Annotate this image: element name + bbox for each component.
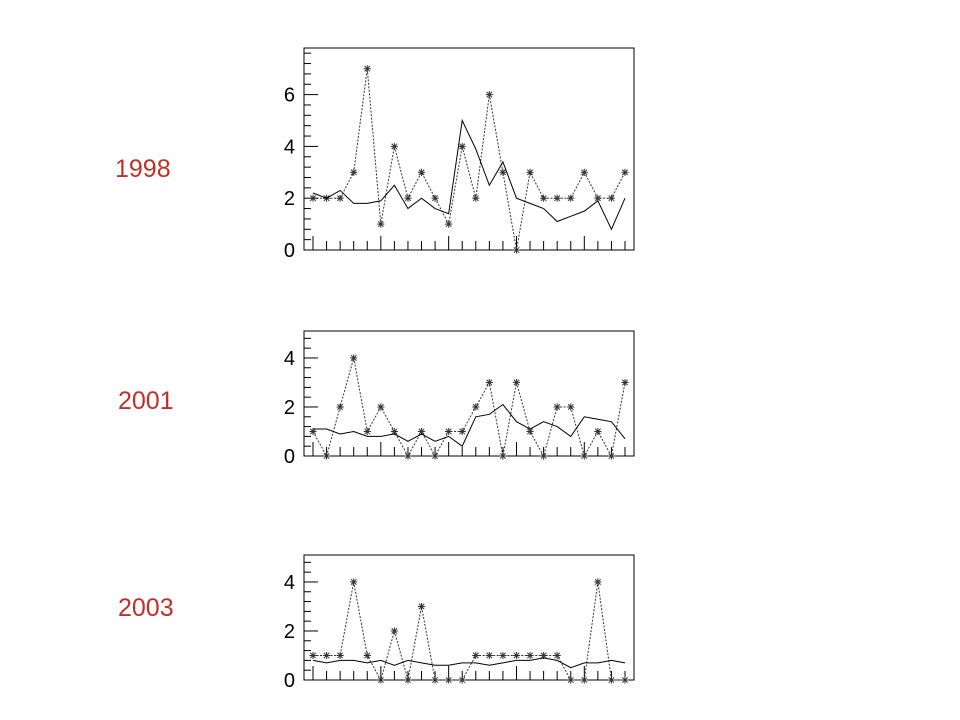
series-observed-point: [607, 676, 616, 684]
series-observed-point: [540, 452, 548, 460]
series-observed-point: [309, 427, 317, 436]
series-observed-point: [336, 403, 344, 411]
series-observed-point: [607, 194, 616, 202]
y-tick-label: 0: [284, 446, 295, 468]
series-observed-point: [594, 578, 602, 586]
series-observed-point: [404, 676, 412, 684]
series-observed-point: [445, 676, 453, 684]
series-observed-point: [567, 403, 575, 411]
series-smooth-line: [312, 657, 626, 669]
plot-frame: [303, 330, 635, 457]
series-observed-point: [594, 427, 602, 436]
series-observed-point: [485, 651, 493, 660]
series-observed-point: [621, 378, 629, 387]
series-observed-point: [309, 651, 317, 660]
series-observed-point: [621, 168, 629, 176]
series-observed-point: [363, 427, 371, 436]
series-observed-point: [499, 651, 507, 660]
series-smooth-line: [313, 403, 626, 447]
series-observed-point: [540, 194, 548, 202]
series-observed-point: [553, 403, 561, 411]
series-observed-point: [390, 427, 398, 436]
series-observed-point: [621, 676, 629, 684]
y-tick-label: 6: [284, 85, 295, 107]
series-observed-point: [472, 194, 480, 202]
series-observed-point: [350, 354, 358, 362]
series-observed-line: [312, 357, 626, 458]
chart-2003: 0 2 4: [284, 554, 635, 692]
series-observed-point: [336, 194, 344, 202]
y-tick-label: 4: [284, 572, 295, 594]
series-observed-point: [404, 194, 412, 202]
series-observed-point: [485, 91, 493, 99]
series-observed-point: [553, 651, 561, 660]
series-observed-point: [377, 403, 385, 411]
series-observed-point: [336, 651, 344, 660]
series-observed-line: [313, 68, 626, 251]
y-tick-label: 4: [284, 136, 295, 158]
year-label-1998: 1998: [115, 155, 171, 183]
series-observed-point: [580, 676, 588, 684]
series-observed-point: [580, 452, 588, 460]
series-observed-point: [567, 194, 575, 202]
series-observed-point: [363, 651, 371, 660]
year-label-2001: 2001: [118, 387, 174, 415]
y-tick-label: 2: [284, 188, 295, 210]
series-observed-point: [472, 651, 480, 660]
series-observed-point: [445, 427, 453, 436]
series-observed-point: [458, 427, 466, 436]
chart-1998: 0 2 4 6: [284, 47, 635, 262]
series-observed-point: [445, 220, 453, 228]
series-observed-point: [431, 676, 439, 684]
series-observed-point: [499, 452, 507, 460]
series-observed-point: [390, 142, 398, 151]
plot-frame: [303, 554, 635, 681]
series-observed-point: [309, 194, 317, 202]
series-observed-point: [567, 676, 575, 684]
series-observed-point: [350, 578, 358, 586]
series-observed-point: [512, 651, 521, 660]
series-observed-point: [458, 676, 466, 684]
series-observed-point: [512, 378, 521, 387]
series-observed-point: [363, 65, 371, 73]
y-tick-label: 4: [284, 348, 295, 370]
series-observed-point: [580, 168, 588, 176]
series-observed-point: [417, 168, 426, 176]
series-observed-point: [404, 452, 412, 460]
y-tick-label: 2: [284, 621, 295, 643]
series-observed-point: [553, 194, 561, 202]
series-observed-point: [377, 676, 385, 684]
series-observed-point: [431, 194, 439, 202]
series-observed-point: [499, 168, 507, 176]
series-smooth-line: [312, 118, 626, 231]
series-observed-point: [594, 194, 602, 202]
chart-2001: 0 2 4: [284, 330, 635, 468]
series-observed-point: [458, 142, 466, 151]
series-observed-point: [431, 452, 439, 460]
y-tick-label: 2: [284, 397, 295, 419]
y-tick-label: 0: [284, 240, 295, 262]
plot-frame: [303, 47, 635, 251]
series-observed-point: [322, 452, 331, 460]
series-observed-point: [607, 452, 616, 460]
series-observed-point: [512, 246, 521, 254]
series-observed-point: [526, 168, 534, 176]
series-observed-point: [485, 378, 493, 387]
year-label-2003: 2003: [118, 594, 174, 622]
series-observed-point: [472, 403, 480, 411]
series-observed-point: [322, 651, 331, 660]
series-observed-point: [526, 651, 534, 660]
series-observed-point: [377, 220, 385, 228]
series-observed-point: [417, 602, 426, 611]
series-observed-point: [390, 627, 398, 635]
y-tick-label: 0: [284, 670, 295, 692]
series-observed-line: [313, 581, 625, 682]
series-observed-point: [350, 168, 358, 176]
